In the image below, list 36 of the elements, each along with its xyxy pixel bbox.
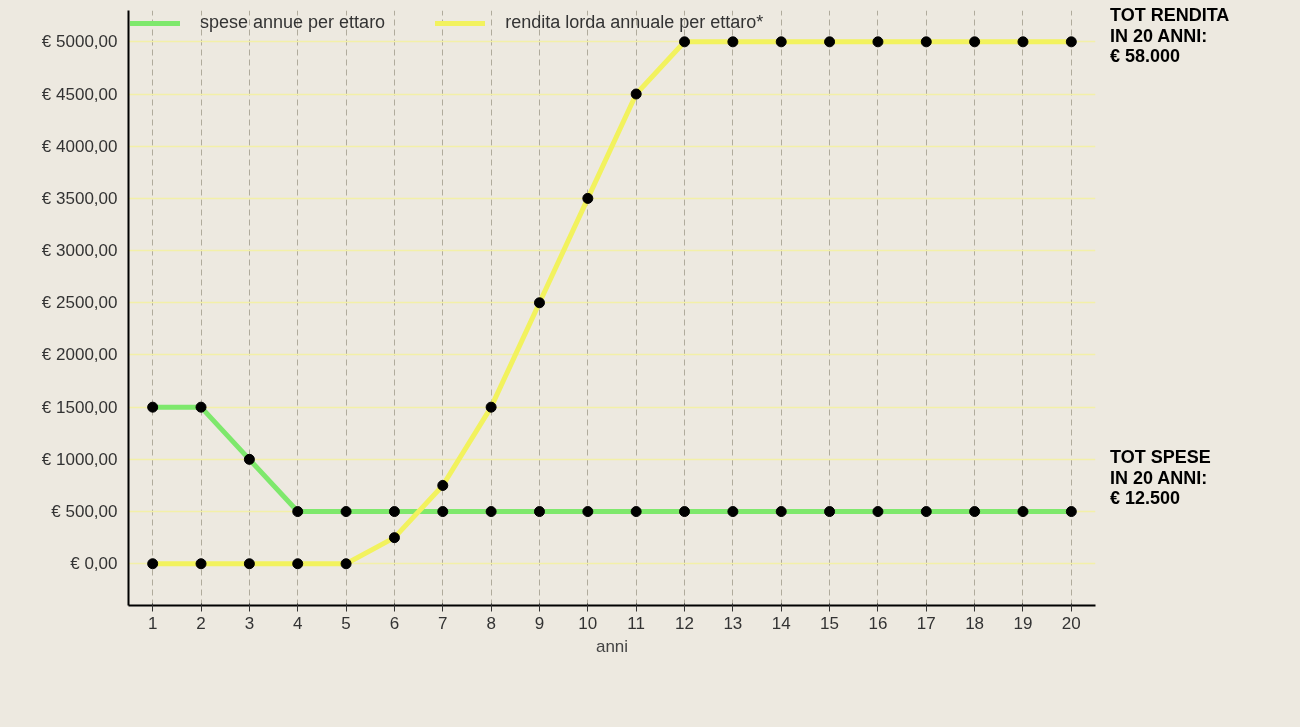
- x-tick-label: 10: [578, 613, 598, 633]
- y-tick-label: € 3000,00: [41, 241, 118, 261]
- x-tick-label: 8: [486, 613, 496, 633]
- y-tick-label: € 5000,00: [41, 32, 118, 52]
- y-tick-label: € 2500,00: [41, 293, 118, 313]
- text: TOT SPESE IN 20 ANNI: € 12.500: [1110, 447, 1211, 510]
- x-tick-label: 20: [1061, 613, 1081, 633]
- x-tick-label: 13: [723, 613, 743, 633]
- x-tick-label: 18: [965, 613, 985, 633]
- x-tick-label: 4: [293, 613, 303, 633]
- x-tick-label: 15: [820, 613, 840, 633]
- x-tick-label: 5: [341, 613, 351, 633]
- text: TOT RENDITA IN 20 ANNI: € 58.000: [1110, 5, 1230, 68]
- x-tick-label: 19: [1013, 613, 1033, 633]
- legend-label: spese annue per ettaro: [200, 12, 386, 33]
- y-tick-label: € 3500,00: [41, 188, 118, 208]
- x-tick-label: 2: [196, 613, 206, 633]
- y-tick-label: € 0,00: [70, 554, 118, 574]
- x-tick-label: 3: [244, 613, 255, 633]
- y-tick-label: € 1000,00: [41, 449, 118, 469]
- x-tick-label: 16: [868, 613, 888, 633]
- x-tick-label: 7: [438, 613, 448, 633]
- legend-label: rendita lorda annuale per ettaro*: [505, 12, 764, 33]
- x-axis-title: anni: [595, 636, 629, 656]
- y-tick-label: € 2000,00: [41, 345, 118, 365]
- y-tick-label: € 4500,00: [41, 84, 118, 104]
- x-tick-label: 14: [771, 613, 791, 633]
- x-tick-label: 6: [389, 613, 400, 633]
- x-tick-label: 11: [627, 613, 646, 633]
- x-tick-label: 17: [916, 613, 936, 633]
- x-tick-label: 1: [147, 613, 158, 633]
- y-tick-label: € 1500,00: [41, 397, 118, 417]
- x-tick-label: 12: [675, 613, 694, 633]
- x-tick-label: 9: [534, 613, 545, 633]
- y-tick-label: € 4000,00: [41, 136, 118, 156]
- y-tick-label: € 500,00: [51, 502, 118, 522]
